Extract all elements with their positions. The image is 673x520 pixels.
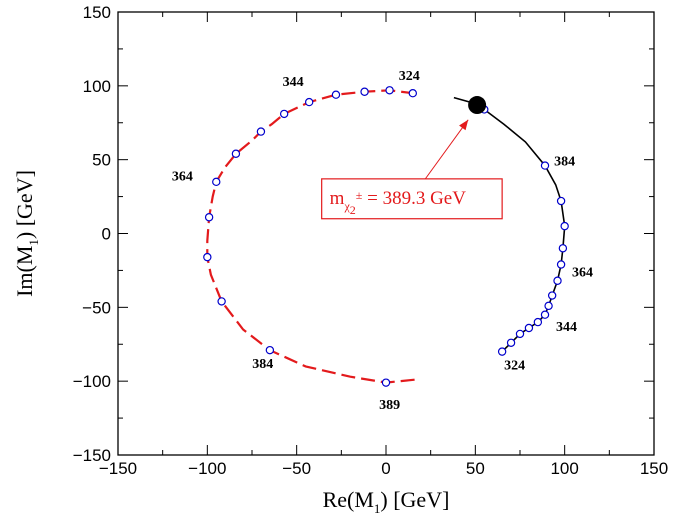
series-1-point <box>544 301 553 311</box>
series-0-point <box>279 109 289 119</box>
point-label: 344 <box>283 75 304 90</box>
y-tick-label: −50 <box>82 298 111 317</box>
series-0-point <box>385 86 394 95</box>
x-tick-label: −100 <box>188 459 226 478</box>
y-tick-label: −150 <box>73 446 111 465</box>
annotation-arrowhead <box>459 119 469 131</box>
annotation-arrow <box>424 119 469 180</box>
series-1-point <box>547 291 557 300</box>
y-tick-label: −100 <box>73 372 111 391</box>
series-1-point <box>556 196 566 206</box>
y-tick-label: 0 <box>102 225 111 244</box>
x-axis-label-pre: Re(M <box>323 487 374 512</box>
series-0-point <box>360 87 369 96</box>
series-1-point <box>506 338 516 347</box>
series-1-point <box>558 244 568 253</box>
annotation-post: = 389.3 GeV <box>362 188 466 209</box>
series-0-point <box>381 378 391 387</box>
series-0-point <box>304 97 314 107</box>
x-tick-label: 50 <box>466 459 485 478</box>
x-axis-label: Re(M1) [GeV] <box>323 487 450 516</box>
series-0-point <box>212 177 221 187</box>
y-tick-label: 50 <box>92 151 111 170</box>
x-axis-label-post: ) [GeV] <box>380 487 449 512</box>
annotation-box <box>321 178 503 220</box>
series-0-line <box>206 89 415 384</box>
x-tick-label: 150 <box>640 459 668 478</box>
point-label: 324 <box>399 69 420 84</box>
series-0-point <box>217 297 226 306</box>
annotation-subsub: 2 <box>350 203 356 217</box>
series-0-point <box>331 90 341 99</box>
series-1-point <box>560 221 569 231</box>
series-0-point <box>204 213 214 222</box>
series-1-point <box>540 310 550 319</box>
highlight-marker <box>468 96 487 115</box>
plot-frame <box>117 11 655 456</box>
point-label: 364 <box>172 169 193 184</box>
series-1-point <box>556 260 566 269</box>
series-1-point <box>524 323 534 333</box>
y-axis-label: Im(M1) [GeV] <box>12 170 41 297</box>
x-axis-label-sub: 1 <box>374 501 381 516</box>
y-axis-label-pre: Im(M <box>12 246 37 297</box>
point-label: 324 <box>504 358 525 373</box>
series-0-point <box>265 345 275 355</box>
y-axis-label-post: ) [GeV] <box>12 170 37 239</box>
annotation-text: mχ2± = 389.3 GeV <box>330 188 467 217</box>
series-1-point <box>553 276 562 285</box>
x-tick-label: −50 <box>282 459 311 478</box>
series-0-point <box>203 252 212 262</box>
series-1-point <box>540 161 550 170</box>
point-label: 364 <box>572 265 593 280</box>
point-label: 384 <box>252 357 273 372</box>
y-tick-label: 100 <box>83 77 111 96</box>
x-tick-label: 0 <box>381 459 390 478</box>
x-tick-label: −150 <box>99 459 137 478</box>
series-0-point <box>256 127 266 136</box>
y-tick-label: 150 <box>83 3 111 22</box>
series-0-point <box>231 149 241 158</box>
point-label: 344 <box>556 320 577 335</box>
annotation-pre: m <box>330 188 345 209</box>
annotation-sub: χ <box>343 199 350 213</box>
point-label: 389 <box>379 398 400 413</box>
series-1-point <box>515 329 525 339</box>
series-0-point <box>408 89 417 98</box>
series-1-point <box>533 317 543 327</box>
y-axis-label-sub: 1 <box>26 239 41 246</box>
annotation-sup: ± <box>356 188 363 202</box>
x-tick-label: 100 <box>550 459 578 478</box>
point-label: 384 <box>554 155 575 170</box>
series-1-point <box>497 347 507 356</box>
